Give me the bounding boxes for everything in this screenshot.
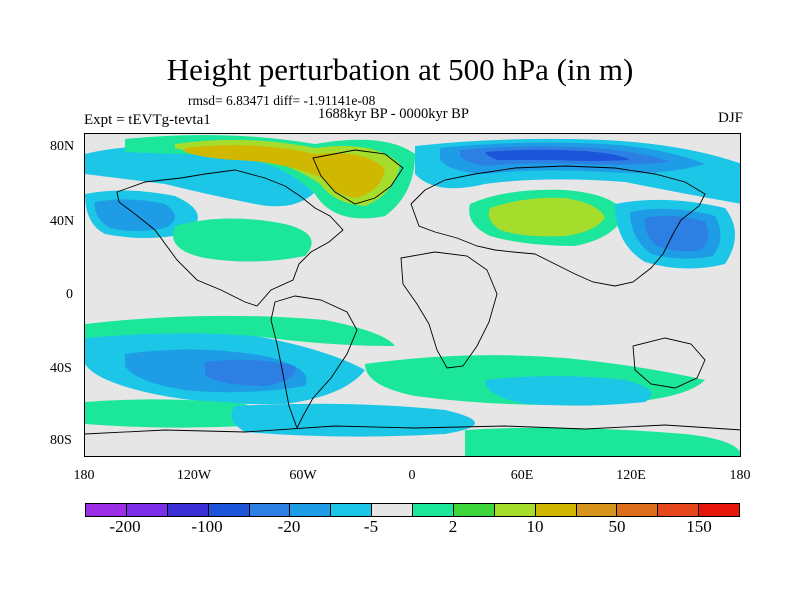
colorbar-box [699, 504, 739, 516]
colorbar-box [249, 504, 291, 516]
colorbar-box [290, 504, 332, 516]
contour-region-light-green [173, 218, 312, 262]
contour-region-light-blue [485, 376, 652, 406]
colorbar-box [494, 504, 536, 516]
colorbar-box [576, 504, 618, 516]
lat-label-80s: 80S [50, 433, 72, 448]
colorbar-label: 50 [608, 517, 626, 536]
lon-label-60w: 60W [289, 468, 317, 483]
colorbar-label: -5 [363, 517, 379, 536]
coastlines [85, 149, 740, 435]
contour-region-light-green [85, 315, 395, 346]
contour-region-dark-blue [485, 149, 630, 161]
coastline-antarctica [85, 424, 740, 435]
contour-map [85, 135, 740, 456]
coastline-north-america [116, 169, 344, 307]
experiment-label: Expt = tEVTg-tevta1 [84, 112, 211, 128]
contour-region-olive-yellow [185, 145, 385, 198]
colorbar-box [331, 504, 373, 516]
colorbar-box [167, 504, 209, 516]
contour-region-blue [205, 359, 296, 386]
lat-label-0: 0 [66, 287, 73, 302]
contour-region-light-green [85, 399, 265, 428]
lon-label-120e: 120E [616, 468, 646, 483]
contour-region-mid-blue [94, 199, 175, 231]
colorbar-box [86, 504, 127, 516]
contour-region-light-green [465, 427, 740, 456]
coastline-south-america [270, 295, 358, 430]
colorbar-box [413, 504, 454, 516]
colorbar-label: -200 [109, 517, 141, 536]
season-label: DJF [717, 110, 743, 126]
colorbar-box [453, 504, 495, 516]
colorbar-label: 150 [686, 517, 712, 536]
period-label: 1688kyr BP - 0000kyr BP [318, 106, 469, 122]
contour-region-light-blue [231, 403, 475, 437]
lat-label-40n: 40N [50, 214, 75, 229]
colorbar-box [617, 504, 659, 516]
stats-label: rmsd= 6.83471 diff= -1.91141e-08 [188, 93, 376, 108]
plot-title: Height perturbation at 500 hPa (in m) [166, 52, 634, 87]
lon-label-60e: 60E [510, 468, 534, 483]
lon-label-180e: 180 [729, 468, 751, 483]
coastline-europe-asia [410, 165, 706, 287]
colorbar [85, 503, 740, 517]
contour-fields [85, 135, 740, 456]
map-panel [84, 133, 741, 457]
colorbar-label: 10 [526, 517, 544, 536]
coastline-greenland [312, 149, 404, 205]
coastline-australia [632, 337, 706, 389]
contour-region-yellow-green [488, 197, 605, 237]
colorbar-label: -100 [191, 517, 223, 536]
coastline-africa [400, 251, 498, 369]
colorbar-label: 2 [448, 517, 458, 536]
colorbar-box [658, 504, 700, 516]
colorbar-box [126, 504, 168, 516]
lon-label-120w: 120W [176, 468, 212, 483]
colorbar-label: -20 [277, 517, 301, 536]
colorbar-box [208, 504, 250, 516]
lon-label-180w: 180 [73, 468, 95, 483]
lat-label-80n: 80N [50, 139, 75, 154]
contour-region-blue [644, 215, 709, 252]
lat-label-40s: 40S [50, 361, 72, 376]
colorbar-box [535, 504, 577, 516]
colorbar-box [372, 504, 413, 516]
lon-label-0: 0 [408, 468, 416, 483]
